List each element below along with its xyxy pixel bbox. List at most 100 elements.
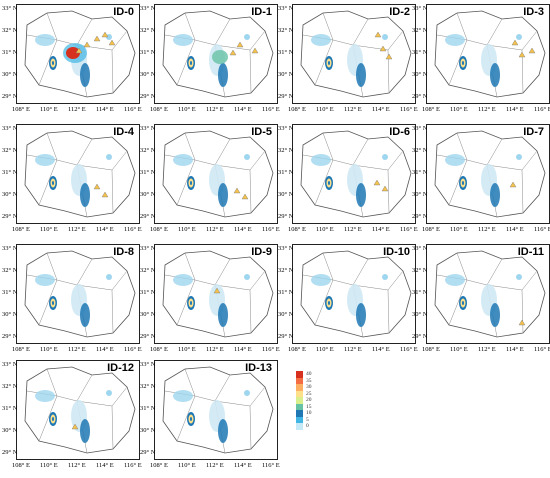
y-tick-label: 29° N [2, 449, 18, 456]
x-tick-label: 110° E [316, 226, 334, 233]
y-tick-label: 32° N [412, 147, 428, 154]
colorbar-tick-label: 35 [306, 377, 312, 384]
y-tick-label: 30° N [278, 191, 294, 198]
panel-id-label: ID-6 [389, 126, 410, 138]
panel-id-label: ID-1 [251, 6, 272, 18]
x-tick-label: 108° E [150, 106, 168, 113]
x-tick-label: 112° E [206, 106, 224, 113]
y-tick-label: 33° N [412, 5, 428, 12]
y-tick-label: 32° N [412, 267, 428, 274]
x-tick-label: 114° E [506, 226, 524, 233]
x-tick-label: 116° E [262, 226, 280, 233]
map-frame [292, 4, 416, 104]
x-tick-label: 108° E [12, 106, 30, 113]
panel-id-label: ID-7 [523, 126, 544, 138]
x-tick-label: 116° E [262, 346, 280, 353]
y-tick-label: 32° N [2, 27, 18, 34]
x-tick-label: 108° E [288, 346, 306, 353]
y-tick-label: 29° N [140, 213, 156, 220]
x-tick-label: 114° E [234, 346, 252, 353]
map-panel: ID-2 33° N 32° N 31° N 30° N 29° N 108° E 110° … [278, 2, 418, 120]
x-tick-label: 110° E [40, 106, 58, 113]
map-frame [292, 124, 416, 224]
y-tick-label: 31° N [140, 405, 156, 412]
y-tick-label: 30° N [412, 71, 428, 78]
x-tick-label: 116° E [124, 106, 142, 113]
y-tick-label: 31° N [278, 289, 294, 296]
rain-distribution-map [24, 10, 136, 98]
rain-distribution-map [300, 130, 412, 218]
y-tick-label: 33° N [140, 5, 156, 12]
panel-id-label: ID-10 [383, 246, 410, 258]
y-tick-label: 32° N [412, 27, 428, 34]
map-frame [16, 124, 140, 224]
x-tick-label: 116° E [262, 106, 280, 113]
y-tick-label: 33° N [278, 5, 294, 12]
colorbar-tick-label: 0 [306, 423, 309, 429]
y-tick-label: 32° N [140, 27, 156, 34]
y-tick-label: 32° N [278, 27, 294, 34]
y-tick-label: 31° N [140, 49, 156, 56]
x-tick-label: 116° E [124, 462, 142, 469]
map-panel: ID-3 33° N 32° N 31° N 30° N 29° N 108° E 110° … [412, 2, 550, 120]
y-tick-label: 30° N [278, 71, 294, 78]
rain-distribution-map [24, 366, 136, 454]
map-frame [426, 124, 550, 224]
colorbar-tick-label: 25 [306, 390, 312, 397]
x-tick-label: 112° E [478, 106, 496, 113]
y-tick-label: 30° N [2, 427, 18, 434]
y-tick-label: 29° N [278, 213, 294, 220]
y-tick-label: 29° N [412, 333, 428, 340]
x-tick-label: 114° E [96, 346, 114, 353]
x-tick-label: 114° E [234, 462, 252, 469]
x-tick-label: 112° E [68, 106, 86, 113]
colorbar-swatch [296, 403, 303, 410]
x-tick-label: 116° E [400, 346, 418, 353]
x-tick-label: 114° E [96, 226, 114, 233]
y-tick-label: 32° N [2, 147, 18, 154]
y-tick-label: 29° N [412, 213, 428, 220]
x-tick-label: 108° E [12, 226, 30, 233]
rain-distribution-map [434, 10, 546, 98]
map-panel: ID-11 33° N 32° N 31° N 30° N 29° N 108° E 110°… [412, 242, 550, 360]
x-tick-label: 110° E [40, 346, 58, 353]
map-frame [16, 360, 140, 460]
y-tick-label: 30° N [140, 427, 156, 434]
y-tick-label: 31° N [412, 169, 428, 176]
y-tick-label: 33° N [140, 125, 156, 132]
x-tick-label: 116° E [534, 226, 550, 233]
map-frame [154, 4, 278, 104]
colorbar-swatch [296, 416, 303, 423]
y-tick-label: 33° N [278, 125, 294, 132]
x-tick-label: 110° E [40, 462, 58, 469]
map-panel: ID-7 33° N 32° N 31° N 30° N 29° N 108° E 110° … [412, 122, 550, 240]
colorbar-swatch [296, 371, 303, 378]
x-tick-label: 108° E [422, 226, 440, 233]
x-tick-label: 116° E [400, 226, 418, 233]
colorbar-swatch [296, 410, 303, 417]
y-tick-label: 29° N [278, 333, 294, 340]
x-tick-label: 116° E [534, 346, 550, 353]
y-tick-label: 33° N [140, 245, 156, 252]
x-tick-label: 110° E [178, 462, 196, 469]
rain-distribution-map [162, 250, 274, 338]
x-tick-label: 114° E [96, 462, 114, 469]
y-tick-label: 31° N [278, 169, 294, 176]
x-tick-label: 108° E [288, 226, 306, 233]
y-tick-label: 31° N [140, 169, 156, 176]
colorbar-tick-label: 5 [306, 416, 309, 423]
map-panel: ID-10 33° N 32° N 31° N 30° N 29° N 108° E 110°… [278, 242, 418, 360]
rain-distribution-map [434, 250, 546, 338]
x-tick-label: 112° E [68, 226, 86, 233]
rain-distribution-map [24, 250, 136, 338]
y-tick-label: 30° N [2, 191, 18, 198]
y-tick-label: 30° N [2, 71, 18, 78]
map-panel: ID-8 33° N 32° N 31° N 30° N 29° N 108° E 110° … [2, 242, 142, 360]
y-tick-label: 33° N [2, 5, 18, 12]
colorbar: 40 35 30 25 20 15 10 5 0 [296, 371, 326, 431]
y-tick-label: 30° N [140, 71, 156, 78]
x-tick-label: 114° E [372, 106, 390, 113]
x-tick-label: 116° E [124, 226, 142, 233]
x-tick-label: 112° E [206, 462, 224, 469]
x-tick-label: 116° E [124, 346, 142, 353]
